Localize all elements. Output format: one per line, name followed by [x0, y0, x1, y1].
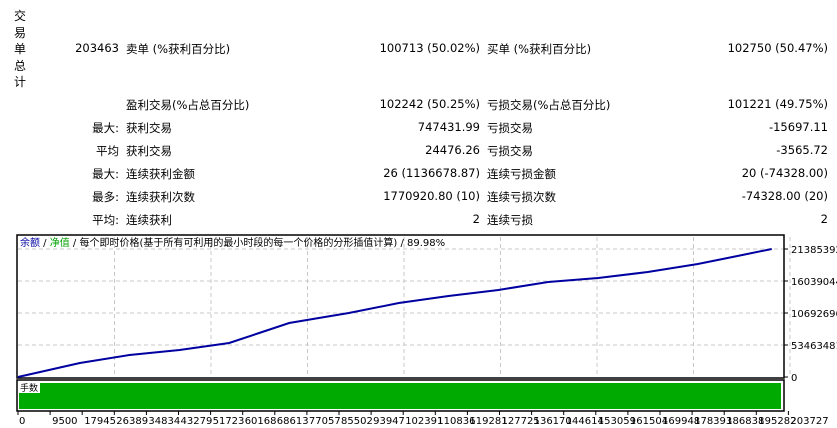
y-tick-label: 10692696 [791, 309, 837, 320]
row-left-value: 2 [472, 212, 480, 226]
y-tick-label: 0 [791, 373, 797, 384]
x-tick-label: 110836 [437, 416, 475, 427]
row-right-value: 2 [820, 212, 828, 226]
row-right-value: 101221 (49.75%) [727, 97, 828, 111]
x-tick-label: 17945 [84, 416, 116, 427]
x-tick-label: 203727 [790, 416, 828, 427]
plot-area [16, 234, 785, 379]
x-tick-label: 178393 [694, 416, 732, 427]
side-label: 交易单总计 [14, 9, 27, 89]
row-right-label: 买单 (%获利百分比) [487, 42, 592, 56]
row-right-label: 连续亏损次数 [487, 190, 556, 204]
row-right-value: 102750 (50.47%) [727, 41, 828, 55]
row-prefix: 最大: [92, 121, 119, 135]
row-prefix: 平均: [92, 213, 119, 227]
row-right-label: 连续亏损 [487, 213, 533, 227]
x-tick-label: 136170 [534, 416, 572, 427]
x-tick-label: 93947 [373, 416, 405, 427]
x-tick-label: 127725 [502, 416, 540, 427]
x-tick-label: 68613 [277, 416, 309, 427]
y-tick-label: 53463481 [791, 341, 837, 352]
x-tick-label: 9500 [52, 416, 77, 427]
y-tick-label: 21385392 [791, 245, 837, 256]
row-left-value: 1770920.80 (10) [383, 189, 480, 203]
row-right-label: 亏损交易(%占总百分比) [487, 98, 611, 112]
row-left-label: 连续获利金额 [126, 167, 195, 181]
chart-header-balance: 余额 [20, 236, 40, 249]
x-tick-label: 161504 [630, 416, 668, 427]
x-tick-label: 0 [19, 416, 25, 427]
x-tick-label: 43279 [181, 416, 213, 427]
x-tick-label: 60168 [245, 416, 277, 427]
row-prefix: 平均 [96, 144, 119, 158]
x-tick-label: 144614 [566, 416, 604, 427]
chart-header-sep2: / [70, 238, 80, 249]
row-left-label: 连续获利次数 [126, 190, 195, 204]
x-tick-label: 34834 [148, 416, 180, 427]
row-right-value: -3565.72 [776, 143, 828, 157]
x-tick-label: 195282 [758, 416, 796, 427]
row-left-label: 获利交易 [126, 121, 172, 135]
chart-header: 余额 / 净值 / 每个即时价格(基于所有可利用的最小时段的每一个价格的分形插值… [20, 236, 445, 249]
x-tick-label: 102391 [405, 416, 443, 427]
row-left-value: 26 (1136678.87) [383, 166, 480, 180]
row-right-value: -74328.00 (20) [741, 189, 828, 203]
row-right-value: -15697.11 [768, 120, 828, 134]
row-prefix: 最大: [92, 167, 119, 181]
x-tick-label: 153059 [598, 416, 636, 427]
row-left-value: 102242 (50.25%) [379, 97, 480, 111]
lots-label-bg [19, 382, 40, 393]
chart-header-sep1: / [40, 238, 50, 249]
x-tick-label: 85502 [341, 416, 373, 427]
chart-header-equity: 净值 [50, 236, 70, 249]
x-tick-label: 119281 [469, 416, 507, 427]
row-left-label: 连续获利 [126, 213, 172, 227]
chart-header-sep3: / [397, 238, 407, 249]
x-tick-label: 186838 [726, 416, 764, 427]
row-right-label: 亏损交易 [487, 121, 533, 135]
chart-header-quality: 89.98% [407, 238, 445, 249]
row-left-value: 100713 (50.02%) [379, 41, 480, 55]
lots-bar [19, 383, 781, 409]
row-right-value: 20 (-74328.00) [741, 166, 828, 180]
chart-header-model: 每个即时价格(基于所有可利用的最小时段的每一个价格的分形插值计算) [79, 236, 397, 249]
x-tick-label: 77057 [309, 416, 341, 427]
x-tick-label: 51723 [213, 416, 245, 427]
balance-chart: 0 53463481 10692696 16039044 21385392 余额 / 净值… [16, 234, 837, 427]
y-tick-label: 16039044 [791, 277, 837, 288]
row-right-label: 连续亏损金额 [487, 167, 556, 181]
row-left-label: 获利交易 [126, 144, 172, 158]
x-tick-label: 26389 [116, 416, 148, 427]
row-left-value: 747431.99 [417, 120, 480, 134]
total-trades: 203463 [75, 41, 119, 55]
balance-line [17, 248, 772, 378]
row-right-label: 亏损交易 [487, 144, 533, 158]
row-prefix: 最多: [92, 190, 119, 204]
row-left-value: 24476.26 [425, 143, 480, 157]
row-left-label: 卖单 (%获利百分比) [126, 42, 231, 56]
row-left-label: 盈利交易(%占总百分比) [126, 98, 250, 112]
lots-label: 手数 [20, 382, 38, 394]
x-tick-label: 169948 [662, 416, 700, 427]
